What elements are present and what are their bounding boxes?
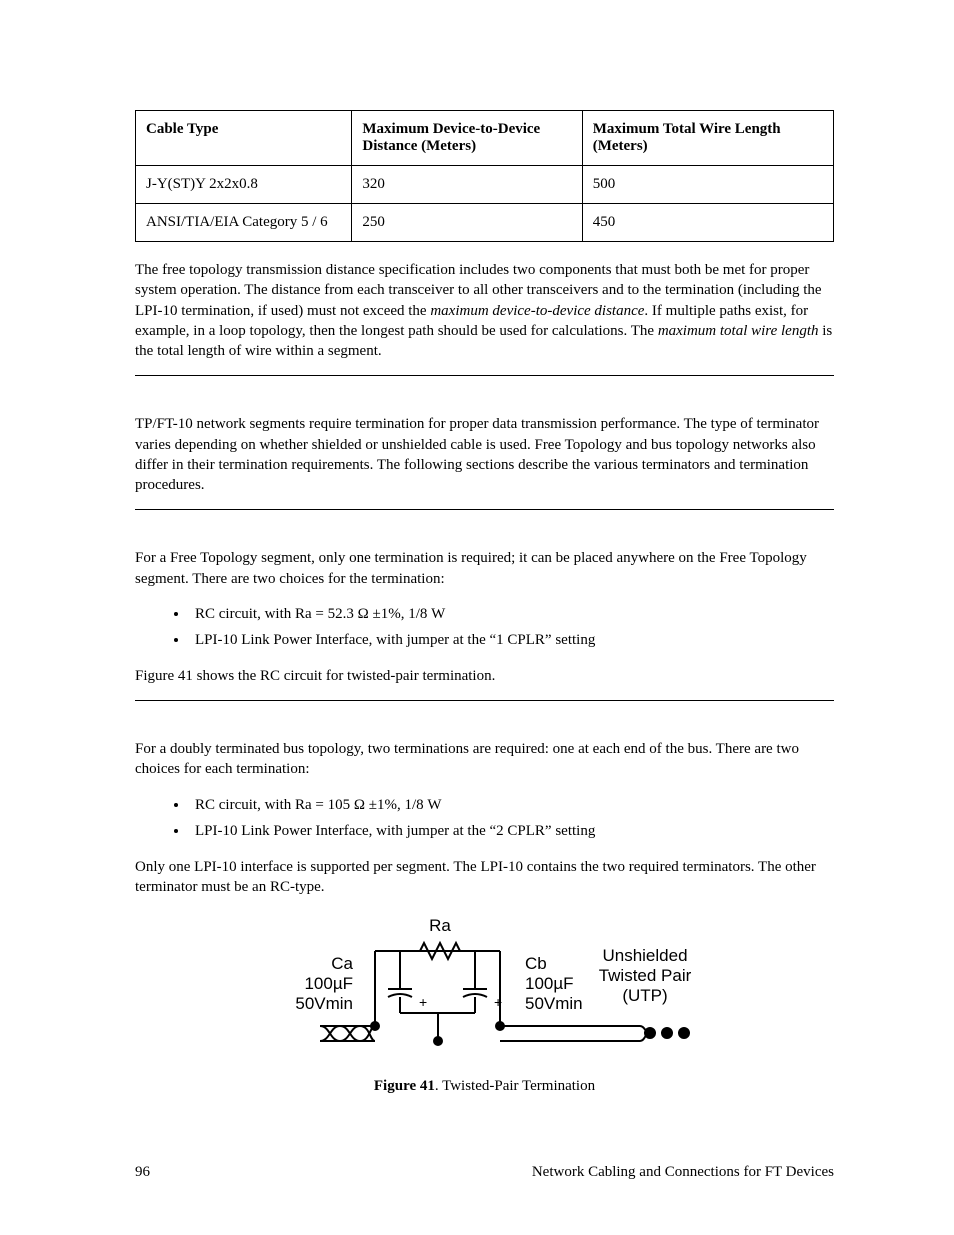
utp-label-2: Twisted Pair [598, 966, 691, 985]
ca-label: Ca [331, 954, 353, 973]
section-divider [135, 375, 834, 376]
table-row: J-Y(ST)Y 2x2x0.8 320 500 [136, 166, 834, 204]
table-header-cable-type: Cable Type [136, 111, 352, 166]
table-header-max-wire-length: Maximum Total Wire Length (Meters) [582, 111, 833, 166]
ca-polarity-plus: + [419, 994, 427, 1010]
ca-100uf-label: 100µF [304, 974, 353, 993]
lpi10-note-paragraph: Only one LPI-10 interface is supported p… [135, 857, 834, 898]
ra-label: Ra [429, 916, 451, 935]
topology-distance-paragraph: The free topology transmission distance … [135, 260, 834, 361]
table-header-row: Cable Type Maximum Device-to-Device Dist… [136, 111, 834, 166]
utp-label-3: (UTP) [622, 986, 667, 1005]
figure-41: Ra Ca 100µF 50Vmin Cb 100µF 50Vmin + + U… [135, 911, 834, 1095]
figure-title: . Twisted-Pair Termination [435, 1078, 595, 1094]
list-item: RC circuit, with Ra = 105 Ω ±1%, 1/8 W [189, 794, 834, 817]
list-item: RC circuit, with Ra = 52.3 Ω ±1%, 1/8 W [189, 603, 834, 626]
termination-intro-paragraph: TP/FT-10 network segments require termin… [135, 414, 834, 495]
figure-caption: Figure 41. Twisted-Pair Termination [135, 1078, 834, 1095]
section-divider [135, 509, 834, 510]
table-cell: J-Y(ST)Y 2x2x0.8 [136, 166, 352, 204]
footer-title: Network Cabling and Connections for FT D… [532, 1164, 834, 1181]
table-cell: 500 [582, 166, 833, 204]
page-number: 96 [135, 1164, 150, 1181]
free-topology-paragraph: For a Free Topology segment, only one te… [135, 548, 834, 589]
free-topology-options-list: RC circuit, with Ra = 52.3 Ω ±1%, 1/8 W … [135, 603, 834, 652]
table-cell: ANSI/TIA/EIA Category 5 / 6 [136, 204, 352, 242]
page: Cable Type Maximum Device-to-Device Dist… [0, 0, 954, 1235]
utp-label-1: Unshielded [602, 946, 687, 965]
termination-circuit-diagram: Ra Ca 100µF 50Vmin Cb 100µF 50Vmin + + U… [245, 911, 725, 1061]
list-item: LPI-10 Link Power Interface, with jumper… [189, 820, 834, 843]
em-text: maximum device-to-device distance [430, 303, 644, 319]
cb-100uf-label: 100µF [525, 974, 574, 993]
table-cell: 250 [352, 204, 582, 242]
cable-spec-table: Cable Type Maximum Device-to-Device Dist… [135, 110, 834, 242]
cb-label: Cb [525, 954, 547, 973]
list-item: LPI-10 Link Power Interface, with jumper… [189, 629, 834, 652]
figure-reference-paragraph: Figure 41 shows the RC circuit for twist… [135, 666, 834, 686]
table-cell: 450 [582, 204, 833, 242]
ca-50v-label: 50Vmin [295, 994, 353, 1013]
table-cell: 320 [352, 166, 582, 204]
cb-50v-label: 50Vmin [525, 994, 583, 1013]
bus-topology-options-list: RC circuit, with Ra = 105 Ω ±1%, 1/8 W L… [135, 794, 834, 843]
bus-topology-paragraph: For a doubly terminated bus topology, tw… [135, 739, 834, 780]
table-header-max-device-distance: Maximum Device-to-Device Distance (Meter… [352, 111, 582, 166]
section-divider [135, 700, 834, 701]
page-footer: 96 Network Cabling and Connections for F… [135, 1164, 834, 1181]
em-text: maximum total wire length [658, 323, 819, 339]
cb-polarity-plus: + [494, 994, 502, 1010]
table-row: ANSI/TIA/EIA Category 5 / 6 250 450 [136, 204, 834, 242]
figure-number: Figure 41 [374, 1078, 435, 1094]
